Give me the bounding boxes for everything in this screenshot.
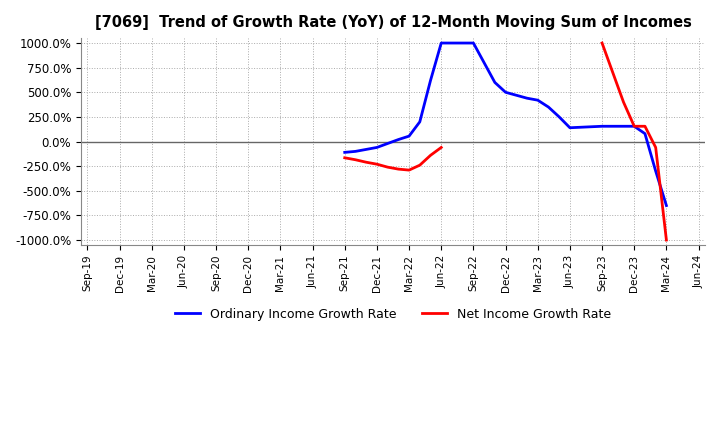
- Title: [7069]  Trend of Growth Rate (YoY) of 12-Month Moving Sum of Incomes: [7069] Trend of Growth Rate (YoY) of 12-…: [94, 15, 691, 30]
- Legend: Ordinary Income Growth Rate, Net Income Growth Rate: Ordinary Income Growth Rate, Net Income …: [170, 303, 616, 326]
